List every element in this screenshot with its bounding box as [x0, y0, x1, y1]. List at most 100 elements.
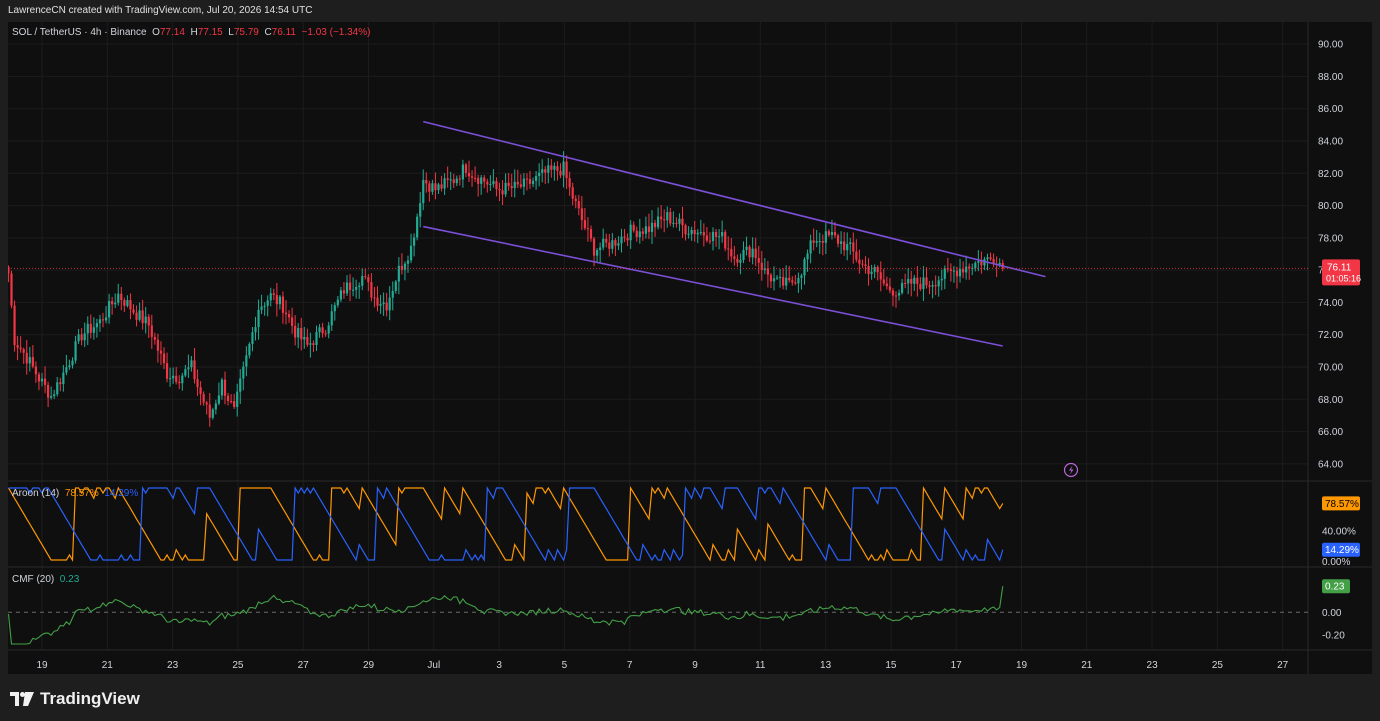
candle-body	[812, 240, 815, 243]
candle-body	[989, 257, 992, 259]
candle-body	[596, 249, 599, 256]
cmf-axis-label: 0.00	[1322, 608, 1342, 619]
chart-area[interactable]: 90.0088.0086.0084.0082.0080.0078.0076.00…	[8, 22, 1372, 674]
candle-body	[705, 235, 708, 241]
candle-body	[940, 278, 943, 281]
candle-body	[230, 401, 233, 403]
candle-body	[364, 276, 367, 278]
candle-body	[971, 267, 974, 269]
candle-body	[702, 232, 705, 236]
candle-body	[528, 178, 532, 184]
candle-body	[623, 236, 626, 238]
price-axis-label: 74.00	[1318, 298, 1343, 309]
candle-body	[312, 343, 315, 346]
candle-body	[925, 277, 928, 286]
candle-body	[297, 327, 300, 338]
candle-body	[571, 187, 574, 199]
candle-body	[876, 267, 879, 273]
candle-body	[434, 183, 437, 191]
candle-body	[766, 268, 769, 275]
aroon-down-line	[8, 485, 1004, 563]
cmf-line	[8, 586, 1004, 645]
candle-body	[538, 172, 541, 176]
aroon-legend: Aroon (14) 78.57% 14.29%	[12, 488, 138, 499]
candle-body	[47, 384, 50, 398]
candle-body	[955, 270, 959, 277]
candle-body	[586, 228, 590, 230]
candle-body	[568, 178, 571, 188]
candle-body	[751, 248, 754, 258]
candle-body	[541, 169, 544, 173]
candle-body	[62, 372, 65, 385]
aroon-down-badge	[1322, 542, 1360, 557]
candle-body	[330, 311, 333, 326]
candle-body	[583, 220, 586, 229]
candle-body	[397, 265, 400, 282]
candle-body	[327, 325, 330, 334]
candle-body	[962, 269, 965, 273]
candle-body	[492, 181, 495, 185]
candle-body	[922, 277, 925, 290]
candle-body	[724, 232, 727, 249]
candle-body	[785, 277, 788, 286]
candle-body	[80, 334, 83, 341]
price-chart-svg[interactable]: 90.0088.0086.0084.0082.0080.0078.0076.00…	[8, 22, 1372, 674]
open-value: 77.14	[159, 27, 185, 38]
candle-body	[510, 185, 513, 189]
candle-body	[272, 293, 275, 295]
price-axis-label: 64.00	[1318, 459, 1343, 470]
candle-body	[678, 218, 681, 224]
aroon-down-badge-value: 14.29%	[1325, 545, 1359, 556]
candle-body	[388, 297, 391, 311]
candle-body	[422, 180, 425, 204]
candle-body	[864, 264, 867, 266]
candle-body	[843, 241, 846, 251]
candle-body	[156, 339, 159, 351]
candle-body	[248, 343, 251, 356]
candle-body	[181, 375, 184, 384]
candle-body	[611, 240, 614, 249]
price-axis-label: 80.00	[1318, 201, 1343, 212]
candle-body	[949, 269, 952, 271]
candle-body	[455, 178, 458, 184]
candle-body	[833, 232, 837, 236]
time-axis-label: 25	[1212, 660, 1224, 671]
candle-body	[211, 409, 214, 418]
time-axis-label: 19	[36, 660, 48, 671]
candle-body	[711, 231, 715, 242]
candle-body	[937, 280, 940, 287]
candle-body	[437, 184, 440, 191]
candle-body	[452, 179, 455, 184]
candle-body	[31, 357, 34, 367]
candle-body	[535, 175, 538, 181]
candle-body	[187, 367, 190, 370]
tradingview-logo[interactable]: TradingView	[10, 689, 140, 709]
candle-body	[602, 238, 605, 248]
candle-body	[513, 181, 516, 189]
candle-body	[193, 360, 196, 380]
candle-body	[348, 282, 352, 291]
candle-body	[827, 231, 830, 236]
candle-body	[980, 261, 983, 266]
candle-body	[202, 394, 205, 403]
candle-body	[599, 247, 602, 250]
candle-body	[373, 297, 376, 299]
candle-body	[873, 267, 876, 272]
candle-body	[809, 240, 812, 254]
candle-body	[846, 243, 849, 251]
candle-body	[431, 183, 434, 192]
candle-body	[53, 394, 56, 397]
candle-body	[983, 259, 986, 266]
time-axis-label: 3	[496, 660, 502, 671]
candle-body	[968, 266, 971, 269]
candle-body	[647, 226, 651, 233]
candle-body	[394, 281, 397, 292]
candle-body	[644, 226, 647, 234]
candle-body	[852, 242, 855, 252]
candle-body	[199, 387, 202, 395]
chart-credit-text: LawrenceCN created with TradingView.com,…	[8, 5, 313, 16]
candle-body	[815, 241, 818, 243]
candle-body	[409, 245, 413, 261]
candle-countdown-label: 01:05:16	[1326, 273, 1361, 283]
candle-body	[98, 319, 102, 324]
